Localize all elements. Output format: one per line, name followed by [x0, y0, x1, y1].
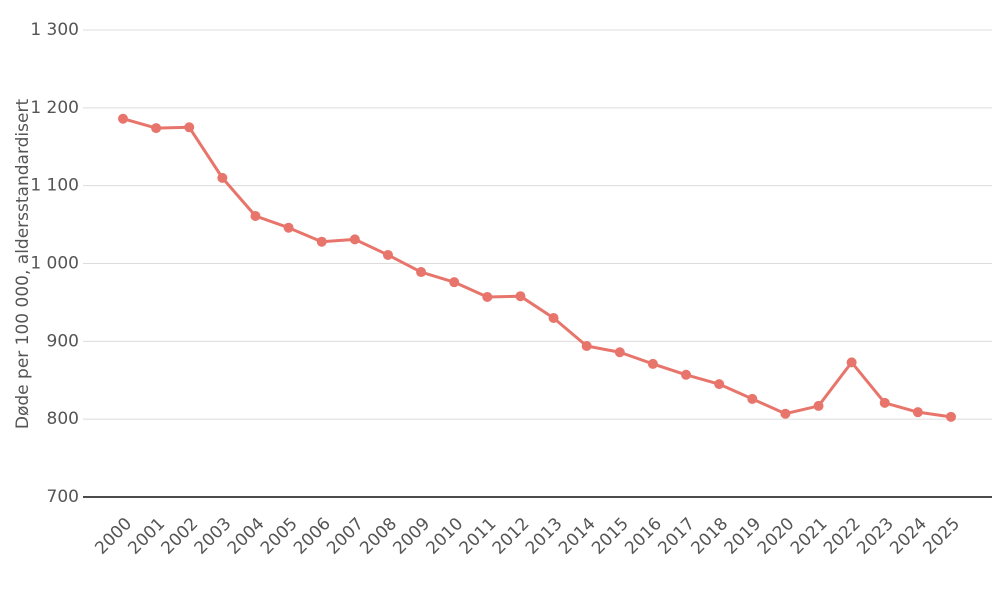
point	[912, 407, 923, 418]
y-tick-label: 1 200	[30, 98, 79, 118]
point	[151, 123, 162, 134]
point	[515, 291, 526, 302]
y-tick-label: 1 100	[30, 176, 79, 196]
y-tick-label: 1 000	[30, 254, 79, 274]
x-tick-label: 2015	[588, 514, 633, 559]
x-tick-label: 2011	[456, 514, 501, 559]
point	[118, 113, 128, 124]
x-tick-label: 2021	[787, 514, 832, 559]
point	[548, 312, 559, 323]
x-tick-label: 2009	[389, 514, 434, 559]
point	[316, 236, 327, 247]
x-tick-label: 2010	[423, 514, 468, 559]
x-tick-label: 2004	[224, 514, 269, 559]
point	[813, 400, 824, 411]
x-tick-label: 2016	[621, 514, 666, 559]
x-tick-label: 2007	[323, 514, 368, 559]
x-tick-label: 2018	[687, 514, 732, 559]
x-tick-label: 2014	[555, 514, 600, 559]
x-tick-label: 2024	[886, 514, 931, 559]
x-tick-label: 2022	[820, 514, 865, 559]
x-tick-label: 2023	[853, 514, 898, 559]
y-tick-label: 800	[47, 409, 79, 429]
x-tick-label: 2003	[191, 514, 236, 559]
point	[283, 222, 294, 233]
x-tick-label: 2005	[257, 514, 302, 559]
point	[879, 397, 890, 408]
x-tick-label: 2017	[654, 514, 699, 559]
point	[581, 341, 592, 352]
point	[747, 393, 758, 404]
point	[614, 347, 625, 358]
y-tick-label: 900	[47, 331, 79, 351]
y-tick-label: 1 300	[30, 20, 79, 40]
point	[416, 267, 427, 278]
point	[714, 379, 725, 390]
point	[250, 211, 261, 222]
x-tick-label: 2006	[290, 514, 335, 559]
point	[349, 234, 360, 245]
point	[780, 408, 791, 419]
x-tick-label: 2019	[721, 514, 766, 559]
point	[482, 291, 493, 302]
x-tick-label: 2008	[356, 514, 401, 559]
y-tick-label: 700	[47, 487, 79, 507]
line	[122, 117, 952, 419]
point	[647, 358, 658, 369]
point	[382, 249, 393, 260]
x-tick-label: 2020	[754, 514, 799, 559]
point	[946, 411, 956, 422]
x-tick-label: 2012	[489, 514, 534, 559]
x-tick-label: 2013	[522, 514, 567, 559]
point	[217, 172, 228, 183]
point	[846, 357, 857, 368]
point	[184, 122, 195, 133]
point	[681, 369, 692, 380]
x-tick-label: 2002	[158, 514, 203, 559]
x-tick-label: 2000	[91, 514, 136, 559]
point	[449, 277, 460, 288]
y-axis-label: Døde per 100 000, aldersstandardisert	[13, 99, 33, 430]
x-tick-label: 2025	[919, 514, 964, 559]
x-tick-label: 2001	[124, 514, 169, 559]
